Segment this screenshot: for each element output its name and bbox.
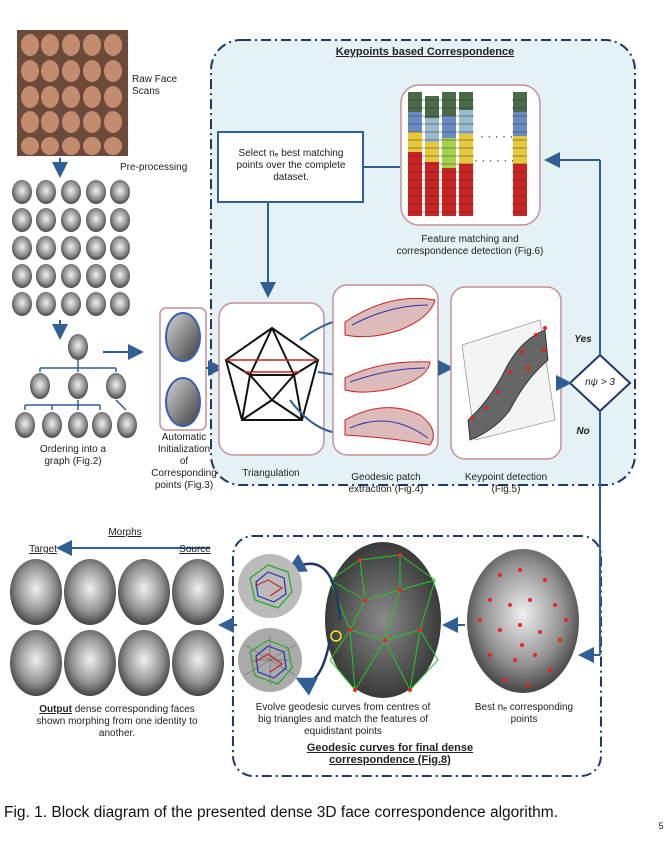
output-caption: Output dense corresponding faces shown m…	[12, 704, 222, 740]
figure-caption: Fig. 1. Block diagram of the presented d…	[4, 804, 559, 821]
preprocessed-faces	[12, 180, 130, 316]
triangulation-mesh	[224, 326, 320, 421]
feature-matching-label: Feature matching and correspondence dete…	[396, 234, 544, 257]
yes-label: Yes	[574, 334, 592, 345]
triangulated-face	[325, 542, 441, 698]
select-box	[217, 131, 364, 203]
target-label: Target	[29, 544, 57, 555]
evolve-text: Evolve geodesic curves from centres of b…	[255, 702, 431, 737]
output-bold: Output	[39, 704, 72, 715]
raw-face-scans	[17, 30, 128, 156]
svg-text:· · · · ·: · · · · ·	[480, 129, 513, 143]
page-number: 5	[658, 821, 664, 831]
keypoint-detection-label: Keypoint detection (Fig.5)	[464, 472, 548, 495]
geodesic-panel-title: Geodesic curves for final dense correspo…	[306, 742, 474, 766]
source-label: Source	[179, 544, 211, 555]
feature-matrix: · · · · · · · · · · ·	[408, 92, 527, 216]
no-label: No	[576, 426, 590, 437]
geodesic-patch-label: Geodesic patch extraction (Fig.4)	[348, 472, 424, 495]
best-points-text: Best nₑ corresponding points	[474, 702, 574, 725]
decision-text: nψ > 3	[585, 377, 615, 388]
morphs-label: Morphs	[108, 527, 142, 538]
auto-init-label: Automatic Initialization of Correspondin…	[151, 432, 217, 491]
output-faces	[10, 559, 224, 696]
preprocessing-label: Pre-processing	[120, 162, 188, 173]
raw-scans-label: Raw Face Scans	[132, 74, 178, 97]
ordering-label: Ordering into a graph (Fig.2)	[39, 444, 107, 467]
output-text: dense corresponding faces shown morphing…	[36, 704, 198, 739]
svg-text:· · · · · ·: · · · · · ·	[474, 153, 515, 167]
keypoint-plot	[461, 319, 556, 441]
face-graph	[15, 334, 137, 438]
triangulation-label: Triangulation	[242, 468, 300, 479]
triangulation-box	[218, 302, 325, 456]
best-points-face	[467, 549, 579, 693]
geodesic-patches	[344, 297, 436, 446]
keypoints-panel-title: Keypoints based Correspondence	[335, 46, 515, 58]
curve-patch-top	[238, 554, 302, 618]
select-box-text: Select nₑ best matching points over the …	[236, 148, 346, 183]
